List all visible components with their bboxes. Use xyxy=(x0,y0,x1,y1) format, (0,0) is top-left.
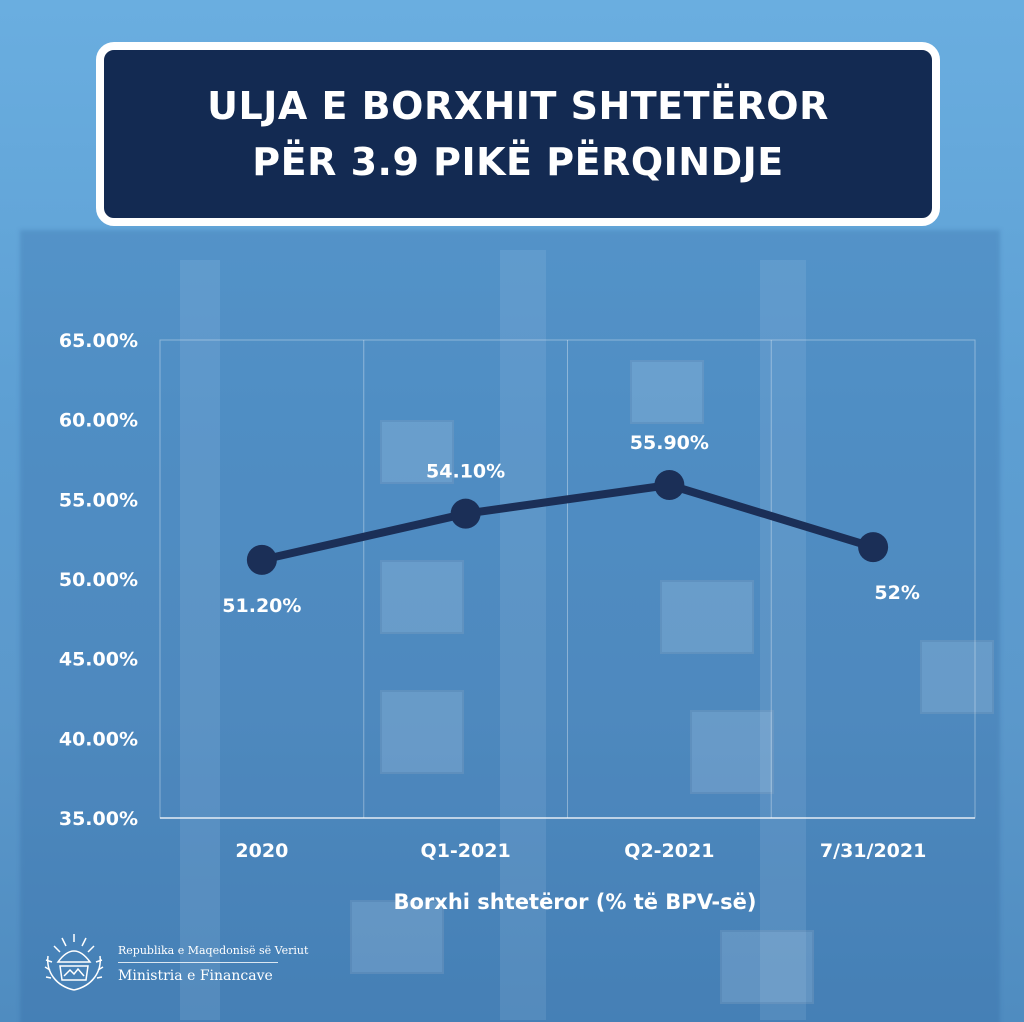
building-window xyxy=(630,360,704,424)
x-axis-title: Borxhi shtetëror (% të BPV-së) xyxy=(394,890,757,914)
data-point xyxy=(858,532,889,563)
building-window xyxy=(690,710,774,794)
data-label: 52% xyxy=(874,582,919,604)
y-tick-label: 35.00% xyxy=(59,808,138,830)
y-tick-label: 45.00% xyxy=(59,649,138,671)
org-divider xyxy=(118,962,278,963)
data-label: 54.10% xyxy=(426,461,505,483)
data-label: 55.90% xyxy=(630,432,709,454)
data-label: 51.20% xyxy=(222,595,301,617)
org-name-line2: Ministria e Financave xyxy=(118,968,273,984)
building-column xyxy=(180,260,220,1020)
building-window xyxy=(350,900,444,974)
y-tick-label: 55.00% xyxy=(59,489,138,511)
org-name-line1: Republika e Maqedonisë së Veriut xyxy=(118,944,309,957)
x-tick-label: 2020 xyxy=(235,840,288,862)
coat-of-arms-logo xyxy=(44,934,104,991)
x-tick-label: 7/31/2021 xyxy=(820,840,926,862)
building-window xyxy=(380,420,454,484)
y-tick-label: 65.00% xyxy=(59,330,138,352)
building-window xyxy=(380,560,464,634)
building-column xyxy=(500,250,546,1020)
data-point xyxy=(450,498,481,529)
data-point xyxy=(654,469,685,500)
title-card: ULJA E BORXHIT SHTETËROR PËR 3.9 PIKË PË… xyxy=(96,42,940,226)
building-window xyxy=(380,690,464,774)
y-tick-label: 40.00% xyxy=(59,728,138,750)
building-window xyxy=(920,640,994,714)
y-tick-label: 60.00% xyxy=(59,410,138,432)
y-tick-label: 50.00% xyxy=(59,569,138,591)
building-facade xyxy=(20,230,1000,1022)
building-window xyxy=(660,580,754,654)
series-line xyxy=(257,480,878,564)
building-window xyxy=(720,930,814,1004)
x-tick-label: Q2-2021 xyxy=(624,840,714,862)
building-column xyxy=(760,260,806,1020)
chart-title: ULJA E BORXHIT SHTETËROR PËR 3.9 PIKË PË… xyxy=(207,84,829,184)
data-point xyxy=(246,544,277,575)
x-tick-label: Q1-2021 xyxy=(421,840,511,862)
